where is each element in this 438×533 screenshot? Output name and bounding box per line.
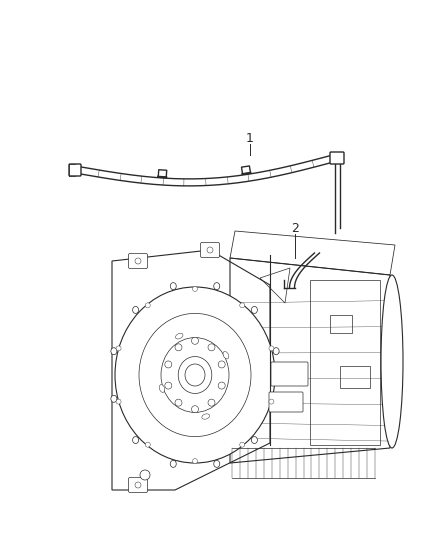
Ellipse shape xyxy=(251,306,258,313)
Bar xyxy=(330,315,352,333)
Circle shape xyxy=(240,442,245,447)
FancyBboxPatch shape xyxy=(269,392,303,412)
Circle shape xyxy=(116,346,121,351)
Ellipse shape xyxy=(115,287,275,463)
Ellipse shape xyxy=(161,337,229,413)
Ellipse shape xyxy=(159,385,165,392)
FancyBboxPatch shape xyxy=(128,254,148,269)
Circle shape xyxy=(218,382,225,389)
Circle shape xyxy=(269,399,274,404)
Circle shape xyxy=(192,458,198,464)
Circle shape xyxy=(191,406,198,413)
Ellipse shape xyxy=(273,348,279,354)
Circle shape xyxy=(191,337,198,344)
Circle shape xyxy=(165,382,172,389)
Bar xyxy=(310,280,380,445)
Circle shape xyxy=(135,258,141,264)
Circle shape xyxy=(208,344,215,351)
Circle shape xyxy=(192,286,198,292)
Ellipse shape xyxy=(133,306,138,313)
Ellipse shape xyxy=(251,437,258,443)
FancyBboxPatch shape xyxy=(271,362,308,386)
Circle shape xyxy=(165,361,172,368)
Circle shape xyxy=(135,482,141,488)
Text: 2: 2 xyxy=(291,222,299,235)
Ellipse shape xyxy=(176,333,183,339)
Ellipse shape xyxy=(214,282,220,289)
Ellipse shape xyxy=(111,395,117,402)
Ellipse shape xyxy=(133,437,138,443)
FancyBboxPatch shape xyxy=(128,478,148,492)
Circle shape xyxy=(175,399,182,406)
Ellipse shape xyxy=(170,282,176,289)
Circle shape xyxy=(218,361,225,368)
Bar xyxy=(340,366,370,388)
Circle shape xyxy=(240,303,245,308)
Ellipse shape xyxy=(202,414,210,419)
Text: 1: 1 xyxy=(246,132,254,144)
Circle shape xyxy=(145,303,150,308)
Circle shape xyxy=(145,442,150,447)
Ellipse shape xyxy=(381,275,403,448)
Ellipse shape xyxy=(178,357,212,393)
Circle shape xyxy=(116,399,121,404)
Ellipse shape xyxy=(139,313,251,437)
Circle shape xyxy=(140,470,150,480)
Circle shape xyxy=(207,247,213,253)
Circle shape xyxy=(175,344,182,351)
FancyBboxPatch shape xyxy=(69,164,81,176)
Ellipse shape xyxy=(170,461,176,467)
Ellipse shape xyxy=(223,351,229,359)
Ellipse shape xyxy=(111,348,117,354)
FancyBboxPatch shape xyxy=(330,152,344,164)
Circle shape xyxy=(269,346,274,351)
FancyBboxPatch shape xyxy=(201,243,219,257)
Ellipse shape xyxy=(273,395,279,402)
Ellipse shape xyxy=(214,461,220,467)
Ellipse shape xyxy=(185,364,205,386)
Circle shape xyxy=(208,399,215,406)
